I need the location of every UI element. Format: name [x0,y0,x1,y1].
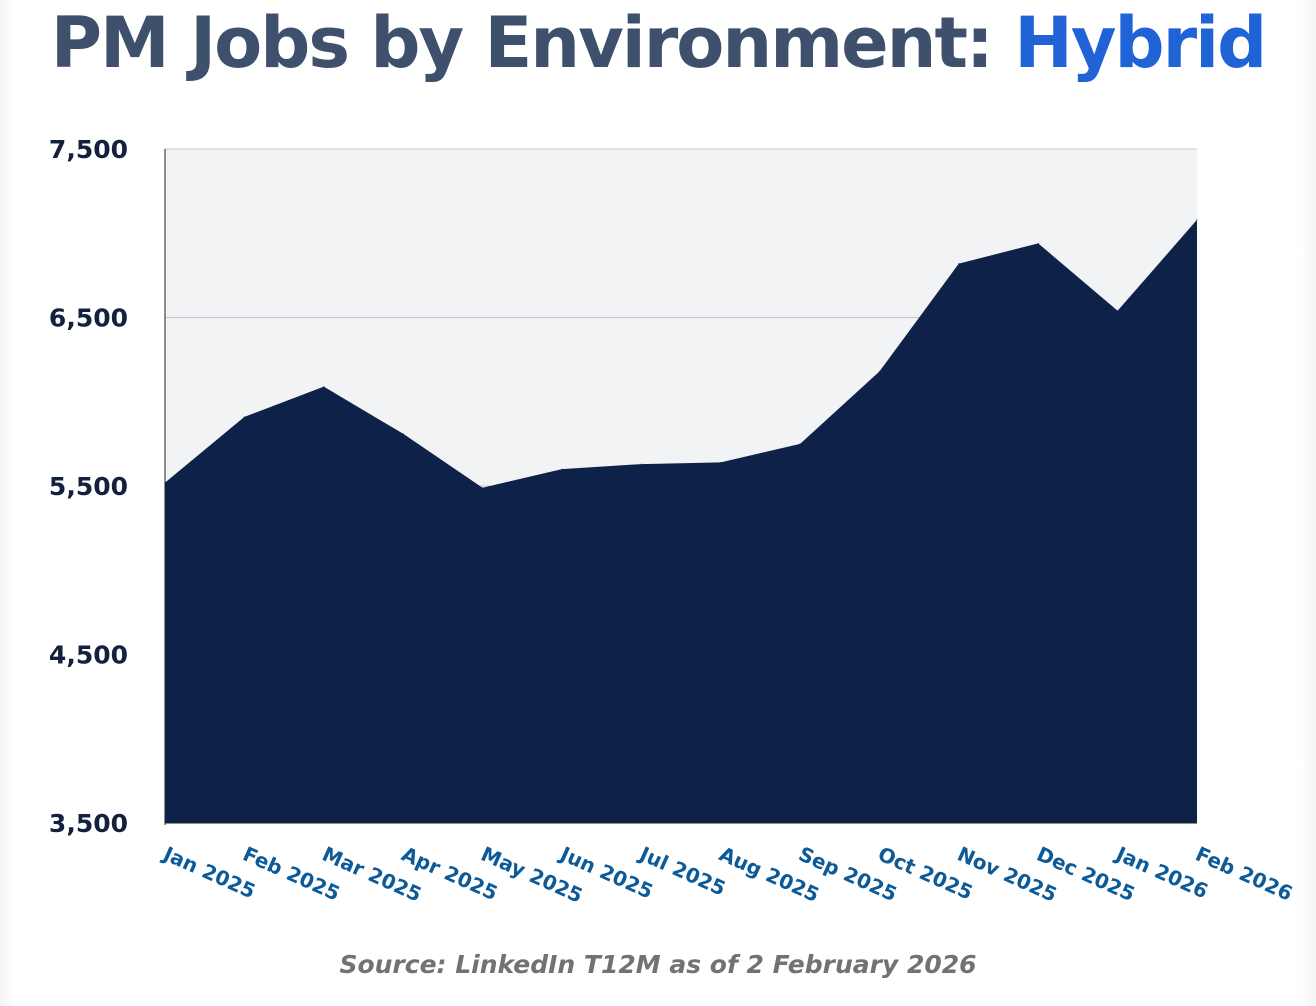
y-tick-label: 7,500 [49,135,128,164]
data-point [1117,310,1119,312]
data-point [561,468,563,470]
data-point [482,487,483,489]
data-point [958,263,960,265]
y-tick-label: 3,500 [49,809,128,838]
x-tick-label: Jan 2025 [158,841,259,904]
y-tick-label: 6,500 [49,304,128,333]
x-tick-label: Feb 2026 [1192,842,1296,906]
area-series [165,219,1197,824]
area-chart: 3,500 4,500 5,500 6,500 7,500 Jan 2025 Feb 202… [49,135,1296,908]
data-point [640,463,642,465]
data-point [720,461,722,463]
chart-title: PM Jobs by Environment: Hybrid [0,2,1316,84]
y-tick-label: 5,500 [49,472,128,501]
data-point [402,433,404,435]
data-point [799,443,801,445]
chart-title-highlight: Hybrid [1014,2,1267,84]
data-point [323,386,325,388]
data-point [1196,219,1198,221]
chart-title-prefix: PM Jobs by Environment: [50,2,994,84]
data-point [879,370,880,372]
data-point [1037,242,1039,244]
source-note: Source: LinkedIn T12M as of 2 February 2… [339,950,977,979]
data-point [243,416,245,418]
y-tick-label: 4,500 [49,641,128,670]
